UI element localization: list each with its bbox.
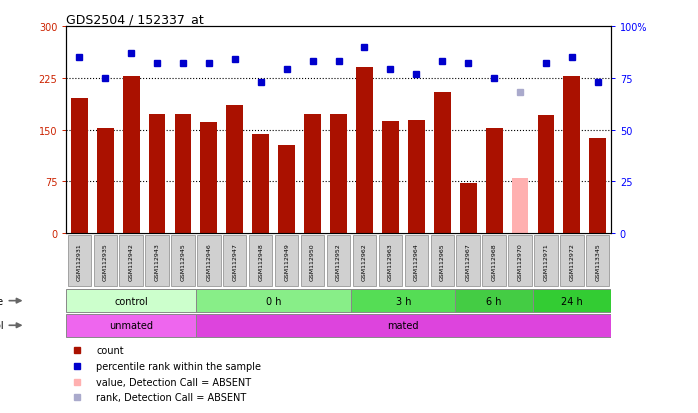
Bar (174, 114, 191, 234)
Bar (589, 138, 606, 234)
Text: GDS2504 / 152337_at: GDS2504 / 152337_at (66, 13, 204, 26)
FancyBboxPatch shape (352, 236, 376, 287)
Text: GSM112972: GSM112972 (570, 242, 574, 280)
Text: GSM112945: GSM112945 (181, 242, 186, 280)
Text: unmated: unmated (109, 320, 153, 330)
Bar (123, 76, 140, 234)
Bar (330, 115, 347, 234)
Text: percentile rank within the sample: percentile rank within the sample (96, 361, 261, 371)
Text: 0 h: 0 h (266, 296, 281, 306)
Text: GSM112948: GSM112948 (258, 242, 263, 280)
Text: protocol: protocol (0, 320, 3, 330)
Text: GSM112962: GSM112962 (362, 242, 367, 280)
Text: GSM112967: GSM112967 (466, 242, 470, 280)
Bar (512, 178, 528, 234)
Bar (71, 99, 88, 234)
Text: 24 h: 24 h (561, 296, 583, 306)
FancyBboxPatch shape (586, 236, 609, 287)
Bar (97, 128, 114, 234)
Text: GSM112971: GSM112971 (544, 242, 549, 280)
Bar (226, 106, 244, 234)
FancyBboxPatch shape (119, 236, 143, 287)
FancyBboxPatch shape (327, 236, 350, 287)
Bar (382, 121, 399, 234)
FancyBboxPatch shape (508, 236, 532, 287)
FancyBboxPatch shape (534, 236, 558, 287)
Text: rank, Detection Call = ABSENT: rank, Detection Call = ABSENT (96, 392, 246, 403)
Bar (563, 77, 580, 234)
Bar (408, 121, 424, 234)
Text: GSM112963: GSM112963 (388, 242, 393, 280)
Bar (279, 146, 295, 234)
FancyBboxPatch shape (66, 290, 196, 312)
Text: GSM112947: GSM112947 (232, 242, 237, 280)
FancyBboxPatch shape (352, 290, 455, 312)
Text: GSM112965: GSM112965 (440, 242, 445, 280)
Text: GSM112931: GSM112931 (77, 242, 82, 280)
Text: GSM112942: GSM112942 (128, 242, 133, 280)
Text: 6 h: 6 h (487, 296, 502, 306)
Text: GSM112950: GSM112950 (310, 242, 315, 280)
Text: GSM112943: GSM112943 (154, 242, 160, 280)
Text: value, Detection Call = ABSENT: value, Detection Call = ABSENT (96, 377, 251, 387)
Text: GSM112964: GSM112964 (414, 242, 419, 280)
Text: GSM112952: GSM112952 (336, 242, 341, 280)
Bar (486, 128, 503, 234)
FancyBboxPatch shape (196, 314, 611, 337)
Text: GSM112970: GSM112970 (517, 242, 523, 280)
FancyBboxPatch shape (171, 236, 195, 287)
FancyBboxPatch shape (68, 236, 91, 287)
Bar (460, 184, 477, 234)
FancyBboxPatch shape (223, 236, 246, 287)
Bar (356, 68, 373, 234)
Text: GSM113345: GSM113345 (595, 242, 600, 280)
Text: time: time (0, 296, 3, 306)
FancyBboxPatch shape (249, 236, 272, 287)
FancyBboxPatch shape (145, 236, 169, 287)
FancyBboxPatch shape (533, 290, 611, 312)
FancyBboxPatch shape (198, 236, 221, 287)
Bar (253, 134, 269, 234)
Text: 3 h: 3 h (396, 296, 411, 306)
FancyBboxPatch shape (301, 236, 325, 287)
FancyBboxPatch shape (455, 290, 533, 312)
Bar (304, 115, 321, 234)
FancyBboxPatch shape (66, 314, 196, 337)
Text: count: count (96, 346, 124, 356)
Text: GSM112935: GSM112935 (103, 242, 107, 280)
FancyBboxPatch shape (431, 236, 454, 287)
FancyBboxPatch shape (405, 236, 428, 287)
Text: GSM112949: GSM112949 (284, 242, 289, 280)
Text: mated: mated (387, 320, 419, 330)
FancyBboxPatch shape (482, 236, 506, 287)
Text: control: control (114, 296, 148, 306)
FancyBboxPatch shape (560, 236, 584, 287)
Bar (149, 115, 165, 234)
Text: GSM112968: GSM112968 (491, 242, 496, 280)
Bar (537, 116, 554, 234)
FancyBboxPatch shape (456, 236, 480, 287)
FancyBboxPatch shape (94, 236, 117, 287)
FancyBboxPatch shape (275, 236, 298, 287)
FancyBboxPatch shape (196, 290, 352, 312)
Bar (434, 93, 451, 234)
Bar (200, 123, 217, 234)
FancyBboxPatch shape (379, 236, 402, 287)
Text: GSM112946: GSM112946 (207, 242, 211, 280)
